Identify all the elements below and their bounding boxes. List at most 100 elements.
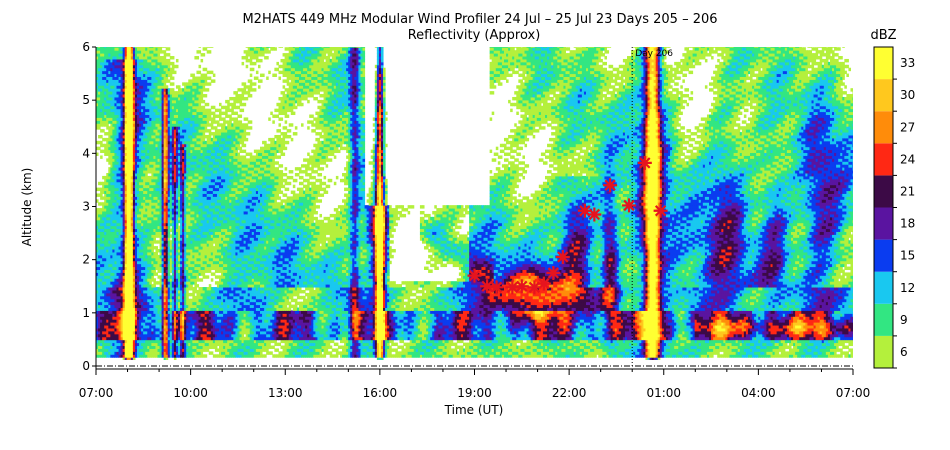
field-cell	[168, 79, 171, 82]
field-cell	[172, 68, 175, 71]
field-cell	[98, 126, 101, 129]
field-cell	[164, 50, 167, 53]
field-cell	[137, 41, 140, 44]
field-cell	[145, 41, 148, 44]
field-cell	[194, 281, 197, 284]
field-cell	[166, 85, 169, 88]
field-cell	[112, 41, 115, 44]
field-cell	[168, 226, 171, 229]
field-cell	[100, 135, 103, 138]
field-cell	[164, 82, 167, 85]
field-cell	[133, 357, 136, 360]
field-cell	[149, 281, 152, 284]
field-cell	[108, 41, 111, 44]
field-cell	[102, 41, 105, 44]
field-cell	[176, 223, 179, 226]
field-cell	[106, 123, 109, 126]
field-cell	[106, 41, 109, 44]
field-cell	[151, 243, 154, 246]
field-cell	[131, 360, 134, 363]
field-cell	[153, 278, 156, 281]
field-cell	[100, 41, 103, 44]
field-cell	[155, 272, 158, 275]
field-cell	[117, 41, 120, 44]
field-cell	[98, 147, 101, 150]
field-cell	[100, 141, 103, 144]
chart-subtitle: Reflectivity (Approx)	[408, 28, 541, 43]
field-cell	[133, 360, 136, 363]
field-cell	[98, 41, 101, 44]
field-cell	[149, 41, 152, 44]
field-cell	[100, 155, 103, 158]
field-cell	[133, 41, 136, 44]
field-cell	[147, 41, 150, 44]
field-cell	[170, 41, 173, 44]
field-cell	[170, 74, 173, 77]
field-cell	[145, 173, 148, 176]
field-cell	[127, 360, 130, 363]
field-cell	[172, 82, 175, 85]
field-cell	[153, 270, 156, 273]
field-cell	[114, 41, 117, 44]
field-cell	[168, 53, 171, 56]
field-cell	[104, 41, 107, 44]
field-cell	[153, 237, 156, 240]
field-cell	[158, 41, 161, 44]
field-cell	[168, 59, 171, 62]
field-cell	[164, 360, 167, 363]
field-cell	[194, 287, 197, 290]
field-cell	[102, 129, 105, 132]
field-cell	[186, 296, 189, 299]
field-cell	[190, 284, 193, 287]
field-cell	[168, 65, 171, 68]
field-cell	[155, 246, 158, 249]
field-cell	[176, 65, 179, 68]
field-cell	[160, 41, 163, 44]
field-cell	[151, 41, 154, 44]
field-cell	[153, 284, 156, 287]
field-cell	[168, 237, 171, 240]
field-cell	[129, 41, 132, 44]
field-cell	[100, 193, 103, 196]
field-cell	[166, 360, 169, 363]
field-cell	[143, 41, 146, 44]
field-cell	[125, 41, 128, 44]
field-cell	[129, 360, 132, 363]
field-cell	[127, 363, 130, 366]
field-cell	[192, 74, 195, 77]
field-cell	[155, 41, 158, 44]
field-cell	[166, 357, 169, 360]
chart-title: M2HATS 449 MHz Modular Wind Profiler 24 …	[242, 12, 717, 27]
field-cell	[172, 77, 175, 80]
field-cell	[125, 360, 128, 363]
field-cell	[168, 272, 171, 275]
field-cell	[176, 59, 179, 62]
field-cell	[153, 41, 156, 44]
field-cell	[127, 41, 130, 44]
field-cell	[96, 41, 99, 44]
field-cell	[123, 360, 126, 363]
field-cell	[174, 357, 177, 360]
field-cell	[164, 56, 167, 59]
field-cell	[178, 85, 181, 88]
field-cell	[155, 252, 158, 255]
field-cell	[164, 44, 167, 47]
field-cell	[172, 56, 175, 59]
field-cell	[121, 41, 124, 44]
field-cell	[151, 275, 154, 278]
field-cell	[172, 62, 175, 65]
field-cell	[131, 41, 134, 44]
reflectivity-field	[96, 41, 855, 366]
field-cell	[110, 41, 113, 44]
field-cell	[158, 53, 161, 56]
field-cell	[168, 231, 171, 234]
field-cell	[186, 290, 189, 293]
field-cell	[123, 41, 126, 44]
field-cell	[174, 71, 177, 74]
field-cell	[168, 41, 171, 44]
field-cell	[192, 293, 195, 296]
field-cell	[160, 47, 163, 50]
field-cell	[172, 88, 175, 91]
field-cell	[151, 249, 154, 252]
